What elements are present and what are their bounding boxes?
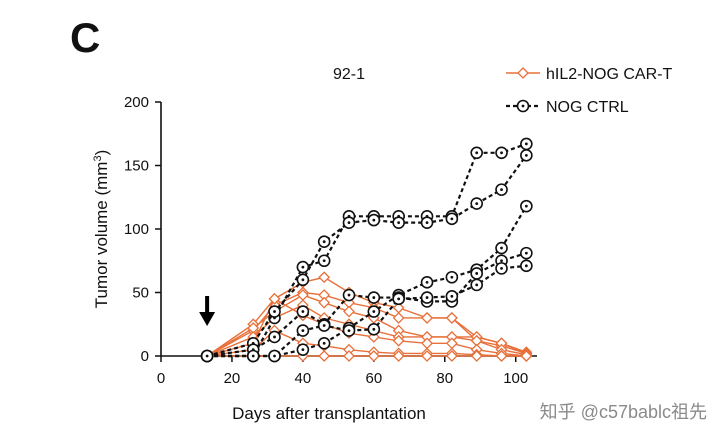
data-point-car-7 [367, 350, 380, 362]
data-point-ctrl-5-dot [475, 283, 479, 287]
data-point-ctrl-2-dot [475, 202, 479, 206]
data-point-car-3 [343, 305, 355, 318]
x-tick-label: 40 [295, 370, 312, 387]
data-point-ctrl-1-dot [500, 151, 503, 155]
data-point-ctrl-4-dot [347, 293, 351, 297]
legend-marker-car [517, 67, 529, 79]
y-axis-label: Tumor volume (mm3) [92, 150, 111, 309]
data-point-car-7 [318, 350, 331, 362]
data-point-ctrl-1-dot [322, 259, 326, 263]
data-point-car-3 [318, 296, 331, 309]
data-point-ctrl-2-dot [322, 240, 326, 244]
data-point-ctrl-3-dot [450, 275, 454, 279]
data-point-car-7 [470, 350, 483, 362]
data-point-car-7 [445, 350, 458, 362]
x-axis-label: Days after transplantation [232, 404, 426, 423]
data-point-car-7 [520, 350, 533, 362]
data-point-car-7 [495, 350, 508, 362]
data-point-ctrl-2-dot [273, 310, 276, 313]
data-point-ctrl-2-dot [347, 221, 351, 225]
data-point-ctrl-5-dot [397, 297, 401, 301]
data-point-ctrl-2-dot [450, 217, 454, 221]
data-point-ctrl-1-dot [301, 265, 305, 269]
data-point-ctrl-4-dot [273, 335, 276, 339]
data-point-car-2 [421, 311, 433, 324]
data-point-ctrl-5-dot [251, 354, 255, 358]
data-point-ctrl-5-dot [322, 324, 326, 327]
data-point-ctrl-2-dot [397, 221, 401, 225]
data-point-ctrl-2-dot [425, 221, 429, 225]
data-point-car-5 [268, 292, 281, 305]
data-point-ctrl-5-dot [450, 294, 454, 298]
data-point-ctrl-2-dot [524, 153, 528, 157]
data-point-ctrl-4-dot [372, 296, 376, 299]
chart-title: 92-1 [333, 66, 365, 83]
legend-label-ctrl: NOG CTRL [546, 99, 629, 116]
data-point-ctrl-4-dot [301, 310, 305, 313]
data-point-car-5 [421, 337, 433, 350]
data-point-ctrl-3-dot [301, 348, 305, 352]
y-tick-label: 50 [132, 285, 149, 302]
y-tick-label: 100 [124, 221, 149, 238]
data-point-ctrl-5-dot [347, 329, 351, 332]
x-tick-label: 80 [436, 370, 453, 387]
data-point-ctrl-3-dot [500, 246, 503, 250]
data-point-car-7 [343, 350, 355, 362]
x-tick-label: 20 [224, 370, 241, 387]
data-point-car-5 [445, 337, 458, 350]
data-point-ctrl-4-dot [524, 251, 528, 255]
data-point-ctrl-2-dot [500, 188, 503, 192]
data-point-ctrl-1-dot [524, 142, 528, 146]
x-tick-label: 60 [365, 370, 382, 387]
x-tick-label: 0 [157, 370, 165, 387]
data-point-ctrl-3-dot [524, 204, 528, 208]
data-point-ctrl-4-dot [500, 259, 503, 263]
watermark: 知乎 @c57bablc祖先 [539, 402, 707, 422]
data-point-ctrl-2-dot [372, 218, 376, 222]
data-point-ctrl-5-dot [301, 329, 305, 332]
legend-marker-ctrl-dot [521, 104, 525, 108]
data-point-ctrl-5-dot [205, 354, 209, 358]
y-tick-label: 0 [141, 348, 149, 365]
data-point-ctrl-3-dot [425, 280, 429, 284]
data-point-car-7 [421, 350, 433, 362]
data-point-car-2 [445, 311, 458, 324]
data-point-car-2 [392, 311, 405, 324]
data-point-ctrl-5-dot [273, 354, 276, 358]
data-point-car-7 [392, 350, 405, 362]
data-point-ctrl-5-dot [425, 296, 429, 299]
data-point-ctrl-2-dot [301, 278, 305, 282]
y-tick-label: 150 [124, 158, 149, 175]
y-tick-label: 200 [124, 94, 149, 111]
data-point-car-1 [318, 271, 331, 284]
data-point-ctrl-5-dot [372, 327, 376, 331]
data-point-ctrl-5-dot [500, 266, 503, 270]
data-point-ctrl-1-dot [475, 151, 479, 155]
data-point-ctrl-3-dot [372, 310, 376, 313]
treatment-arrow-icon [199, 312, 216, 326]
legend-label-car: hIL2-NOG CAR-T [546, 66, 672, 83]
panel-letter: C [70, 14, 101, 61]
data-point-ctrl-3-dot [322, 341, 326, 345]
data-point-ctrl-4-dot [475, 272, 479, 275]
data-point-car-5 [392, 334, 405, 347]
data-point-ctrl-5-dot [524, 264, 528, 268]
x-tick-label: 100 [503, 370, 528, 387]
